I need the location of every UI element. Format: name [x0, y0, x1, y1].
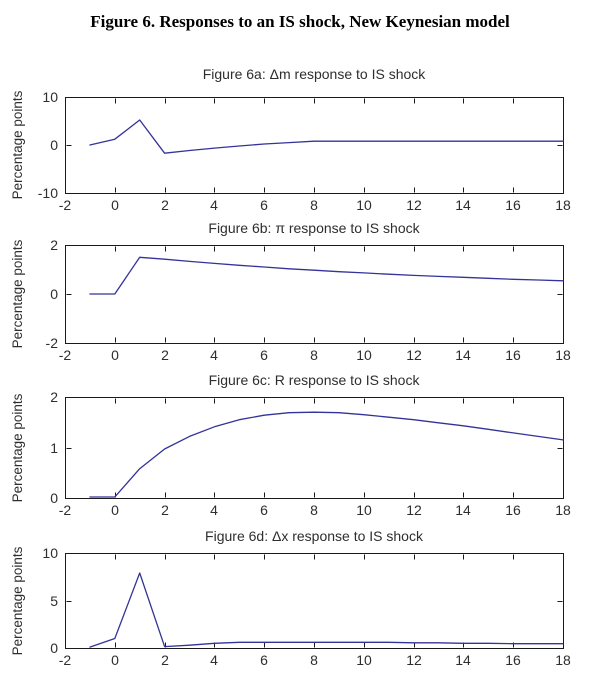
subplot-6c-title: Figure 6c: R response to IS shock: [208, 372, 420, 388]
y-tick-label: 0: [50, 286, 58, 302]
subplot-6b-title: Figure 6b: π response to IS shock: [208, 220, 420, 236]
x-tick-label: 16: [505, 197, 521, 212]
y-tick-label: 0: [50, 490, 58, 506]
x-tick-label: 16: [505, 502, 521, 516]
x-tick-label: -2: [59, 502, 72, 516]
x-tick-label: 2: [161, 347, 169, 363]
x-tick-label: 4: [210, 502, 218, 516]
x-tick-label: 12: [406, 197, 422, 212]
x-tick-label: -2: [59, 652, 72, 668]
x-tick-label: 10: [356, 347, 372, 363]
subplot-6b: Figure 6b: π response to IS shock Percen…: [0, 212, 600, 364]
x-tick-label: 8: [310, 347, 318, 363]
subplot-6b-plot: -2 0 2 4 6 8 10 12 14 16 18 -2 0 2: [46, 237, 571, 363]
x-tick-label: 6: [260, 197, 268, 212]
x-tick-label: 0: [111, 197, 119, 212]
x-tick-label: 16: [505, 652, 521, 668]
x-tick-label: 10: [356, 197, 372, 212]
tick-labels: -2 0 2 4 6 8 10 12 14 16 18 -2 0 2: [46, 237, 571, 363]
y-tick-label: 2: [50, 237, 58, 253]
x-tick-label: 14: [455, 347, 471, 363]
x-tick-label: 8: [310, 652, 318, 668]
response-line: [89, 256, 564, 295]
x-tick-label: 8: [310, 197, 318, 212]
axes: [65, 553, 564, 649]
axes-box: [65, 397, 564, 499]
x-tick-label: 0: [111, 502, 119, 516]
x-tick-label: 4: [210, 652, 218, 668]
axes-box: [65, 553, 564, 649]
x-tick-label: 12: [406, 502, 422, 516]
y-tick-label: 10: [42, 89, 58, 105]
x-tick-label: 16: [505, 347, 521, 363]
series: [89, 119, 564, 154]
response-line: [89, 572, 564, 648]
x-tick-label: 6: [260, 652, 268, 668]
x-tick-label: 18: [555, 347, 571, 363]
axes: [65, 97, 564, 194]
x-tick-label: 4: [210, 347, 218, 363]
series: [89, 572, 564, 648]
x-tick-label: 6: [260, 347, 268, 363]
y-tick-label: 0: [50, 640, 58, 656]
x-tick-label: 6: [260, 502, 268, 516]
response-line: [89, 119, 564, 154]
x-tick-label: 0: [111, 652, 119, 668]
x-tick-label: 10: [356, 652, 372, 668]
y-tick-label: -2: [46, 335, 59, 351]
y-tick-label: 1: [50, 440, 58, 456]
x-tick-label: -2: [59, 197, 72, 212]
x-tick-label: 4: [210, 197, 218, 212]
x-tick-label: 18: [555, 652, 571, 668]
y-tick-label: 10: [42, 545, 58, 561]
figure-title: Figure 6. Responses to an IS shock, New …: [90, 12, 510, 31]
y-tick-label: -10: [38, 185, 58, 201]
response-line: [89, 411, 564, 498]
x-tick-label: -2: [59, 347, 72, 363]
subplot-6d-title: Figure 6d: Δx response to IS shock: [205, 528, 423, 544]
subplot-6a: Figure 6a: Δm response to IS shock Perce…: [0, 60, 600, 212]
x-tick-label: 2: [161, 502, 169, 516]
y-tick-label: 0: [50, 137, 58, 153]
x-tick-label: 14: [455, 502, 471, 516]
y-tick-label: 2: [50, 389, 58, 405]
x-tick-label: 14: [455, 652, 471, 668]
axes-box: [65, 245, 564, 344]
subplot-6d: Figure 6d: Δx response to IS shock Perce…: [0, 516, 600, 689]
x-tick-label: 14: [455, 197, 471, 212]
axes: [65, 245, 564, 344]
tick-labels: -2 0 2 4 6 8 10 12 14 16 18 -10 0 10: [38, 89, 571, 212]
x-tick-label: 10: [356, 502, 372, 516]
x-tick-label: 18: [555, 197, 571, 212]
axes: [65, 397, 564, 499]
subplot-6a-title: Figure 6a: Δm response to IS shock: [202, 66, 426, 82]
subplot-6a-plot: -2 0 2 4 6 8 10 12 14 16 18 -10 0 10: [38, 89, 571, 212]
x-tick-label: 18: [555, 502, 571, 516]
series: [89, 256, 564, 295]
x-tick-label: 8: [310, 502, 318, 516]
x-tick-label: 2: [161, 197, 169, 212]
subplot-6c: Figure 6c: R response to IS shock Percen…: [0, 364, 600, 516]
x-tick-label: 12: [406, 347, 422, 363]
y-tick-label: 5: [50, 593, 58, 609]
x-tick-label: 2: [161, 652, 169, 668]
series: [89, 411, 564, 498]
x-tick-label: 12: [406, 652, 422, 668]
axes-box: [65, 97, 564, 194]
x-tick-label: 0: [111, 347, 119, 363]
